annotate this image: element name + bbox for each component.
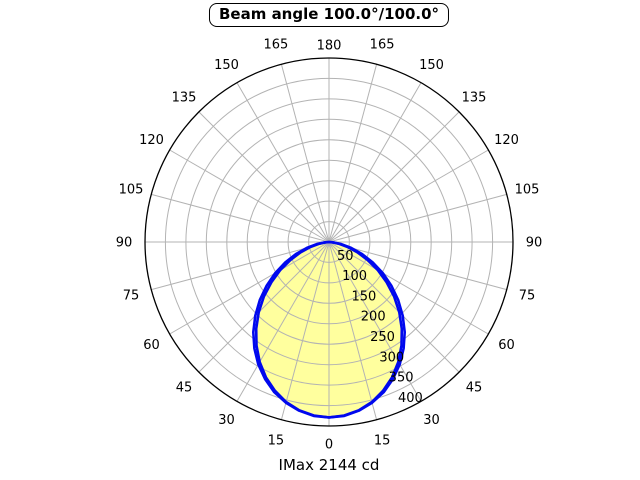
- angle-labels: 0 15 15 30 30 45 45 60 60 75 75 90 90 105 105 120 120 135…: [116, 38, 543, 453]
- angle-gridline: [236, 241, 330, 402]
- angle-label: 0: [325, 438, 333, 453]
- angle-label: 30: [218, 413, 235, 428]
- angle-label: 135: [462, 91, 487, 106]
- angle-gridline: [328, 64, 378, 243]
- angle-label: 90: [526, 236, 543, 251]
- radial-label: 400: [398, 391, 423, 406]
- angle-label: 150: [419, 58, 444, 73]
- angle-label: 15: [268, 434, 285, 449]
- angle-label: 75: [123, 289, 140, 304]
- radial-label: 50: [337, 249, 354, 264]
- angle-gridline: [328, 241, 507, 291]
- angle-label: 15: [374, 434, 391, 449]
- polar-axis-outline: [144, 57, 514, 427]
- radial-label: 200: [361, 310, 386, 325]
- angle-label: 165: [263, 38, 288, 53]
- radial-labels: 50 100 150 200 250 300 350 400: [337, 249, 423, 406]
- radial-label: 350: [389, 371, 414, 386]
- radial-label: 150: [351, 289, 376, 304]
- angle-gridline: [151, 193, 330, 243]
- angle-gridline: [328, 149, 489, 243]
- angle-gridline: [328, 241, 378, 420]
- angle-label: 30: [423, 413, 440, 428]
- radial-label: 250: [370, 330, 395, 345]
- angle-label: 105: [119, 182, 144, 197]
- beam-curve-c90: [252, 240, 406, 419]
- angle-label: 60: [143, 338, 160, 353]
- angle-gridline: [169, 149, 330, 243]
- angle-label: 60: [498, 338, 515, 353]
- angle-gridline: [328, 241, 422, 402]
- angle-label: 120: [494, 133, 519, 148]
- polar-grid: [145, 58, 513, 426]
- angle-gridline: [280, 64, 330, 243]
- angle-gridline: [328, 241, 460, 373]
- angle-gridline: [169, 241, 330, 335]
- angle-label: 180: [317, 39, 342, 54]
- angle-gridline: [328, 193, 507, 243]
- angle-gridline: [151, 241, 330, 291]
- angle-label: 150: [214, 58, 239, 73]
- angle-label: 75: [519, 289, 536, 304]
- angle-label: 90: [116, 236, 133, 251]
- radial-label: 300: [379, 350, 404, 365]
- angle-label: 165: [370, 38, 395, 53]
- angle-gridline: [328, 111, 460, 243]
- angle-gridline: [328, 82, 422, 243]
- imax-annotation: IMax 2144 cd: [278, 456, 380, 474]
- chart-title: Beam angle 100.0°/100.0°: [208, 3, 450, 27]
- angle-label: 45: [466, 381, 483, 396]
- angle-label: 120: [139, 133, 164, 148]
- angle-label: 135: [172, 91, 197, 106]
- radial-label: 100: [342, 269, 367, 284]
- angle-label: 45: [176, 381, 193, 396]
- angle-gridline: [328, 241, 489, 335]
- angle-label: 105: [515, 182, 540, 197]
- angle-gridline: [198, 111, 330, 243]
- angle-gridline: [236, 82, 330, 243]
- angle-gridline: [198, 241, 330, 373]
- angle-gridline: [280, 241, 330, 420]
